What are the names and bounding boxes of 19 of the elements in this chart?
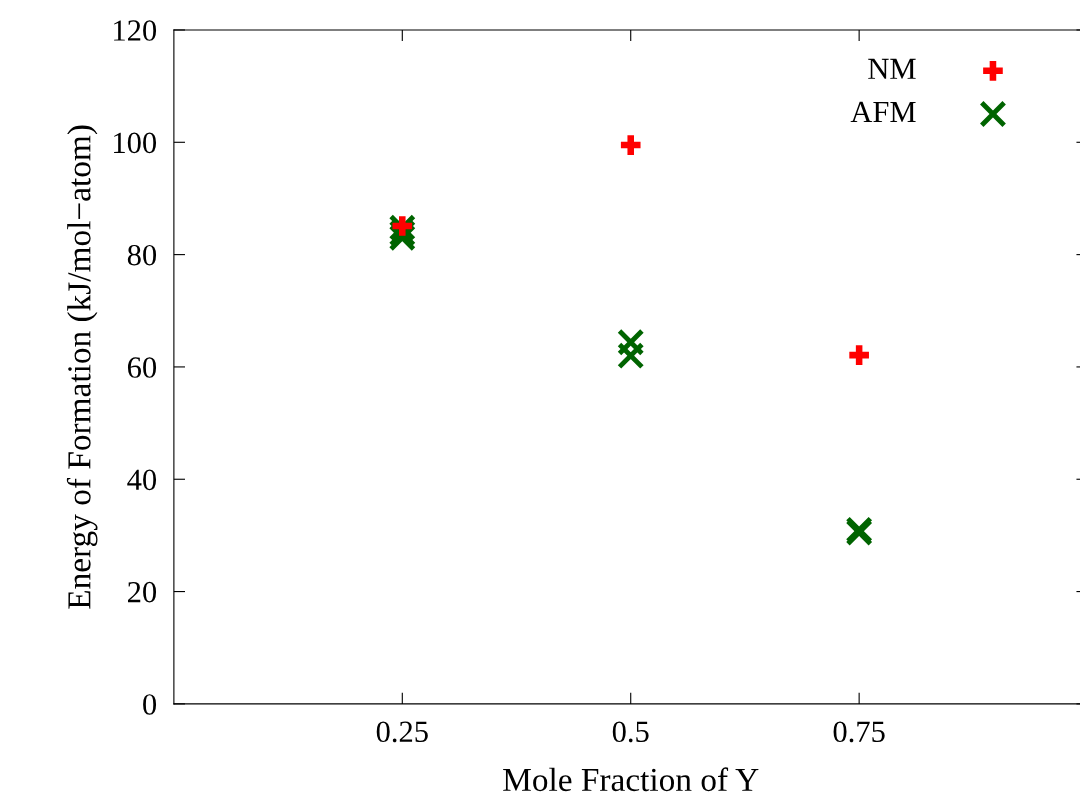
y-axis-title: Energy of Formation (kJ/mol−atom) bbox=[66, 125, 98, 609]
y-tick-label: 120 bbox=[114, 20, 157, 41]
point bbox=[617, 342, 645, 370]
point bbox=[617, 328, 645, 356]
x-tick-label: 0.25 bbox=[376, 721, 428, 743]
legend-label: NM bbox=[868, 58, 916, 79]
point bbox=[392, 216, 413, 236]
x-tick-label: 0.5 bbox=[612, 721, 649, 743]
y-tick-label: 100 bbox=[114, 132, 157, 154]
y-tick-label: 40 bbox=[127, 469, 157, 491]
y-tick-label: 80 bbox=[127, 244, 157, 266]
legend-label: AFM bbox=[850, 101, 916, 123]
point bbox=[849, 345, 869, 365]
y-tick-label: 0 bbox=[143, 694, 157, 715]
x-axis-title: Mole Fraction of Y bbox=[503, 767, 759, 792]
x-tick-label: 0.75 bbox=[833, 721, 885, 743]
y-tick-label: 20 bbox=[128, 581, 157, 603]
y-tick-label: 60 bbox=[127, 357, 157, 378]
point bbox=[620, 135, 641, 155]
